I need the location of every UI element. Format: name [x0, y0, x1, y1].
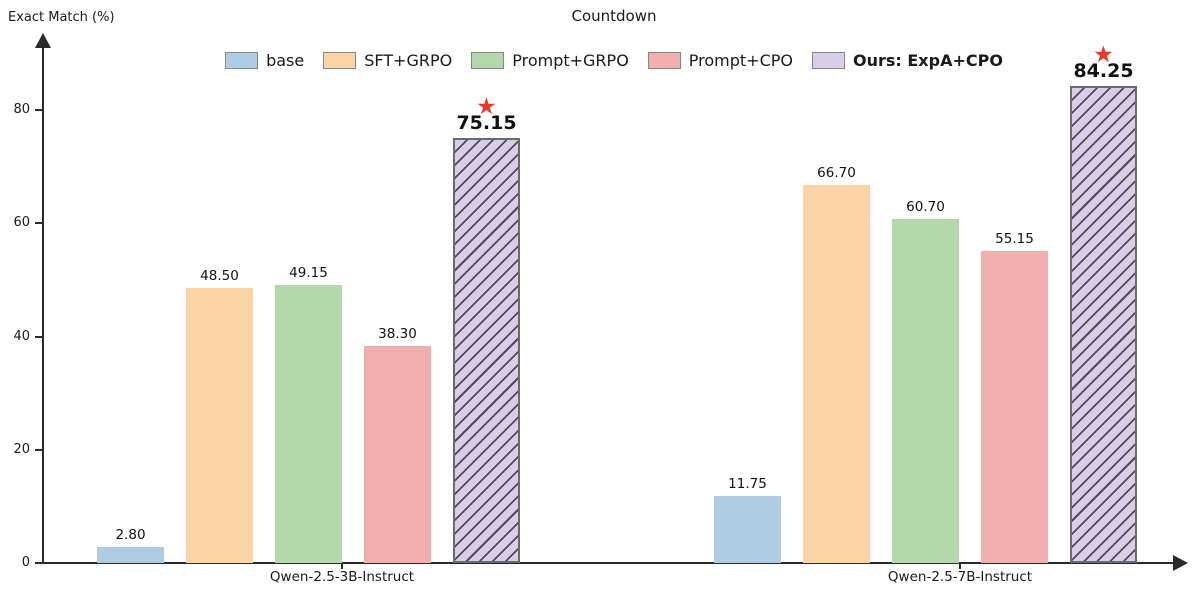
y-tick-label: 80: [13, 102, 30, 118]
x-category-label: Qwen-2.5-7B-Instruct: [887, 569, 1033, 585]
bar: [97, 547, 164, 563]
bar-value-label: 11.75: [728, 476, 767, 493]
highlight-label-group: ★ 75.15: [456, 93, 517, 134]
bar: [275, 284, 342, 563]
legend-item: Prompt+CPO: [647, 50, 793, 70]
legend-label: Prompt+CPO: [688, 50, 793, 70]
legend-item: Ours: ExpA+CPO: [812, 51, 1003, 70]
bar-value-label: 60.70: [906, 199, 945, 216]
bar: [453, 137, 520, 563]
star-icon: ★: [476, 93, 497, 120]
bar: [714, 496, 781, 563]
bar-value-label: 55.15: [995, 230, 1034, 247]
bar-value-label: 84.25: [1073, 60, 1134, 83]
y-tick-label: 60: [13, 215, 30, 231]
y-tick-mark: [35, 222, 42, 225]
y-tick-label: 40: [13, 328, 30, 344]
y-axis-label: Exact Match (%): [8, 10, 115, 25]
x-tick-mark: [959, 564, 961, 569]
bar-value-label: 75.15: [456, 111, 517, 134]
legend: base SFT+GRPO Prompt+GRPO Prompt+CPO Ours: E…: [43, 46, 1185, 74]
bar-value-label: 2.80: [115, 527, 146, 544]
legend-item: Prompt+GRPO: [471, 51, 629, 70]
legend-label: Prompt+GRPO: [512, 50, 629, 70]
legend-label: Ours: ExpA+CPO: [853, 50, 1003, 70]
legend-swatch-icon: [647, 51, 681, 69]
bar: [186, 288, 253, 563]
legend-swatch-icon: [323, 51, 357, 69]
legend-label: SFT+GRPO: [364, 50, 453, 70]
x-tick-mark: [341, 564, 343, 569]
star-icon: ★: [1093, 42, 1114, 69]
legend-swatch-icon: [812, 51, 845, 69]
bar: [981, 250, 1048, 563]
y-tick-label: 0: [21, 555, 30, 570]
y-axis: [42, 46, 44, 563]
bar-value-label: 49.15: [289, 264, 328, 281]
legend-swatch-icon: [225, 51, 259, 69]
legend-item: base: [225, 51, 304, 70]
bar: [803, 185, 870, 563]
x-axis-arrow-icon: [1173, 555, 1188, 571]
bar-value-label: 66.70: [817, 165, 856, 182]
y-tick-label: 20: [13, 441, 30, 457]
legend-swatch-icon: [471, 51, 505, 69]
x-category-label: Qwen-2.5-3B-Instruct: [269, 569, 415, 585]
legend-label: base: [266, 50, 305, 70]
bar: [892, 219, 959, 563]
bar: [364, 346, 431, 563]
y-tick-mark: [35, 335, 42, 338]
y-tick-mark: [35, 562, 42, 564]
y-tick-mark: [35, 448, 42, 451]
y-axis-arrow-icon: [35, 33, 51, 48]
chart-title: Countdown: [571, 7, 657, 25]
y-tick-mark: [35, 109, 42, 112]
legend-item: SFT+GRPO: [323, 51, 452, 70]
highlight-label-group: ★ 84.25: [1073, 42, 1134, 83]
bar-value-label: 48.50: [200, 268, 239, 285]
bar-value-label: 38.30: [378, 326, 417, 343]
bar: [1070, 86, 1137, 563]
x-axis: [42, 562, 1174, 564]
